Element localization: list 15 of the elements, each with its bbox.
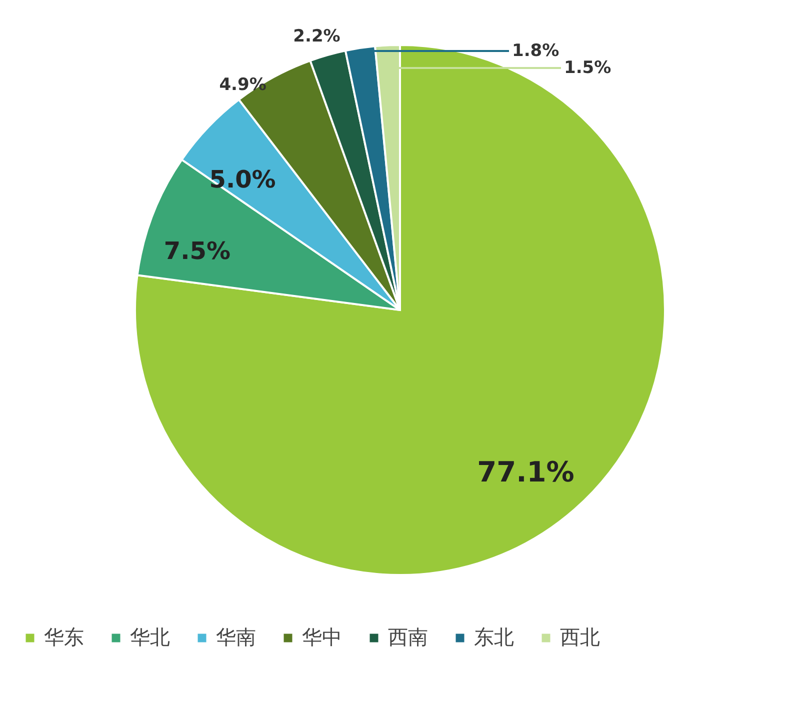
data-label: 1.5%: [564, 58, 612, 78]
legend-label: 西北: [560, 625, 600, 649]
data-label: 7.5%: [164, 236, 230, 265]
legend-label: 西南: [388, 625, 428, 649]
data-label: 77.1%: [477, 456, 574, 489]
data-label: 4.9%: [219, 75, 266, 96]
data-label: 5.0%: [209, 165, 276, 194]
legend-label: 华中: [302, 625, 342, 649]
legend-label: 东北: [474, 625, 514, 649]
data-label: 2.2%: [293, 26, 340, 47]
legend-label: 华北: [130, 625, 170, 649]
legend-label: 华南: [216, 625, 256, 649]
pie-slice: [134, 44, 666, 576]
data-label: 1.8%: [512, 41, 560, 61]
legend-label: 华东: [44, 625, 84, 649]
